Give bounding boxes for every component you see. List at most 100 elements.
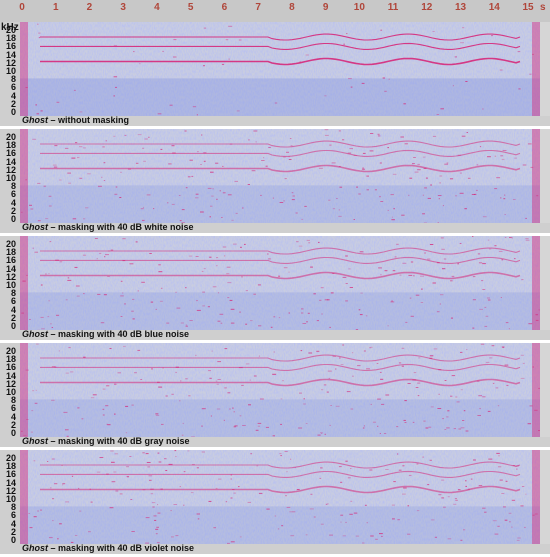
frequency-tick: 12	[5, 378, 16, 389]
panel-right-edge	[540, 22, 550, 116]
panel-right-edge	[540, 450, 550, 544]
panel-caption: Ghost – masking with 40 dB violet noise	[22, 543, 194, 554]
time-tick: 0	[19, 2, 25, 13]
frequency-tick: 2	[10, 98, 16, 109]
spectrogram-panel: 20 18 16 14 12 10 8 6 4 2 0 Ghost – masking with 40…	[0, 236, 550, 340]
frequency-tick: 20	[5, 453, 16, 463]
frequency-tick: 14	[5, 49, 16, 60]
frequency-tick: 0	[10, 428, 16, 438]
frequency-tick: 20	[5, 25, 16, 35]
frequency-tick: 18	[5, 140, 16, 151]
spectrogram-panel: 20 18 16 14 12 10 8 6 4 2 0 Ghost – masking with 40…	[0, 129, 550, 233]
frequency-tick: 6	[10, 403, 16, 414]
frequency-tick: 16	[5, 148, 16, 159]
frequency-tick: 18	[5, 33, 16, 44]
spectrogram-image	[20, 450, 540, 544]
frequency-tick: 14	[5, 156, 16, 167]
frequency-tick: 2	[10, 419, 16, 430]
frequency-tick: 18	[5, 247, 16, 258]
frequency-tick: 2	[10, 205, 16, 216]
spectrogram-image	[20, 22, 540, 116]
frequency-tick: 4	[10, 90, 16, 101]
frequency-tick: 20	[5, 346, 16, 356]
time-tick: 8	[289, 2, 295, 13]
frequency-axis: 20 18 16 14 12 10 8 6 4 2 0	[0, 343, 20, 438]
frequency-axis: 20 18 16 14 12 10 8 6 4 2 0	[0, 236, 20, 331]
time-axis: 0 1 2 3 4 5 6 7 8 9 10 11 12 13 14 15 s	[0, 0, 550, 22]
time-unit: s	[540, 2, 546, 13]
frequency-tick: 6	[10, 82, 16, 93]
panel-right-edge	[540, 236, 550, 330]
time-tick: 15	[522, 2, 534, 13]
frequency-tick: 0	[10, 321, 16, 331]
frequency-tick: 20	[5, 132, 16, 142]
caption-text: – masking with 40 dB blue noise	[48, 329, 190, 339]
panel-right-edge	[540, 343, 550, 437]
time-tick: 6	[221, 2, 228, 13]
frequency-tick: 10	[5, 494, 16, 504]
caption-title: Ghost	[22, 115, 48, 125]
frequency-tick: 6	[10, 510, 16, 521]
frequency-tick: 6	[10, 189, 16, 200]
spectrogram-panel: 20 18 16 14 12 10 8 6 4 2 0 Ghost – masking with 40…	[0, 450, 550, 554]
frequency-tick: 4	[10, 411, 16, 422]
frequency-tick: 4	[10, 304, 16, 315]
time-tick: 5	[187, 2, 194, 13]
frequency-tick: 0	[10, 214, 16, 224]
time-tick: 11	[387, 2, 399, 13]
time-tick: 14	[488, 2, 500, 13]
panel-caption: Ghost – masking with 40 dB gray noise	[22, 436, 190, 447]
frequency-tick: 12	[5, 271, 16, 282]
frequency-tick: 12	[5, 485, 16, 496]
frequency-axis: 20 18 16 14 12 10 8 6 4 2 0	[0, 129, 20, 224]
caption-text: – masking with 40 dB gray noise	[48, 436, 190, 446]
panel-right-edge	[540, 129, 550, 223]
frequency-tick: 16	[5, 362, 16, 373]
caption-title: Ghost	[22, 436, 48, 446]
time-tick: 2	[86, 2, 93, 13]
frequency-tick: 14	[5, 370, 16, 381]
frequency-tick: 14	[5, 263, 16, 274]
caption-title: Ghost	[22, 222, 48, 232]
frequency-tick: 12	[5, 57, 16, 68]
frequency-tick: 0	[10, 535, 16, 545]
frequency-tick: 10	[5, 66, 16, 76]
frequency-tick: 8	[10, 288, 16, 299]
panel-caption: Ghost – masking with 40 dB white noise	[22, 222, 194, 233]
time-tick: 1	[52, 2, 59, 13]
frequency-tick: 18	[5, 461, 16, 472]
frequency-tick: 8	[10, 395, 16, 406]
frequency-tick: 16	[5, 255, 16, 266]
frequency-tick: 20	[5, 239, 16, 249]
frequency-tick: 4	[10, 197, 16, 208]
frequency-tick: 8	[10, 181, 16, 192]
frequency-tick: 2	[10, 526, 16, 537]
frequency-unit: kHz	[1, 22, 19, 33]
time-tick: 10	[353, 2, 365, 13]
time-tick: 13	[454, 2, 467, 13]
spectrogram-image	[20, 343, 540, 437]
frequency-tick: 8	[10, 74, 16, 85]
time-tick: 4	[154, 2, 160, 13]
frequency-axis: 20 18 16 14 12 10 8 6 4 2 0	[0, 450, 20, 545]
caption-text: – without masking	[48, 115, 130, 125]
time-tick: 9	[322, 2, 329, 13]
time-tick: 7	[255, 2, 261, 13]
frequency-tick: 10	[5, 387, 16, 397]
caption-text: – masking with 40 dB violet noise	[48, 543, 195, 553]
caption-text: – masking with 40 dB white noise	[48, 222, 194, 232]
frequency-tick: 10	[5, 173, 16, 183]
frequency-tick: 16	[5, 469, 16, 480]
frequency-tick: 8	[10, 502, 16, 513]
time-tick: 12	[421, 2, 433, 13]
spectrogram-panel: 20 18 16 14 12 10 8 6 4 2 0 Ghost – masking with 40…	[0, 343, 550, 447]
frequency-tick: 14	[5, 477, 16, 488]
caption-title: Ghost	[22, 543, 48, 553]
frequency-tick: 10	[5, 280, 16, 290]
frequency-tick: 0	[10, 107, 16, 117]
spectrogram-image	[20, 129, 540, 223]
frequency-tick: 12	[5, 164, 16, 175]
spectrogram-image	[20, 236, 540, 330]
frequency-tick: 6	[10, 296, 16, 307]
caption-title: Ghost	[22, 329, 48, 339]
